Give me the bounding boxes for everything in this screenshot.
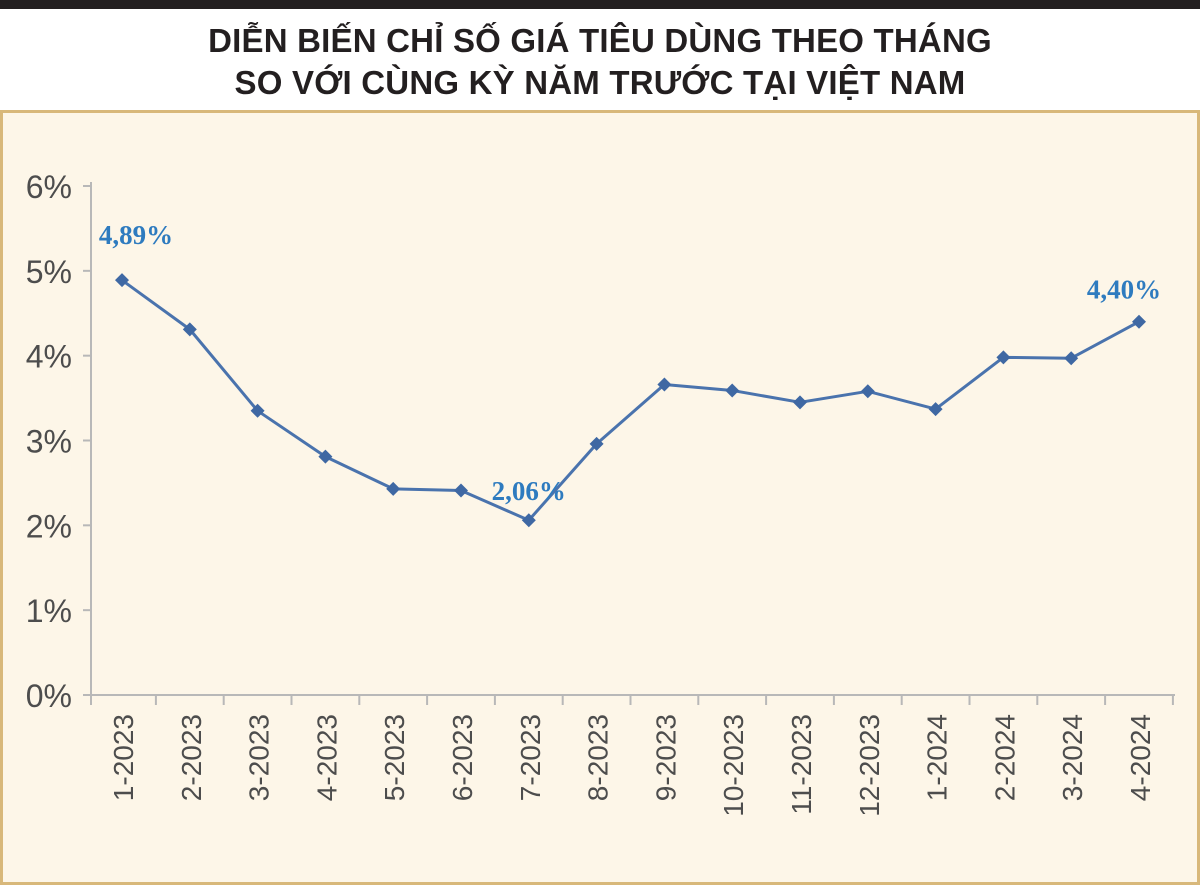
data-label: 2,06% — [492, 476, 566, 506]
x-tick-label: 5-2023 — [379, 714, 410, 801]
x-tick-label: 8-2023 — [583, 714, 614, 801]
y-tick-label: 3% — [26, 424, 72, 460]
data-point-marker — [454, 483, 468, 498]
x-tick-label: 9-2023 — [650, 714, 681, 801]
data-point-marker — [1132, 314, 1146, 329]
data-label: 4,40% — [1087, 275, 1161, 305]
data-point-marker — [521, 513, 536, 528]
chart-title: DIỄN BIẾN CHỈ SỐ GIÁ TIÊU DÙNG THEO THÁN… — [0, 20, 1200, 104]
data-point-marker — [860, 384, 875, 399]
y-tick-label: 5% — [26, 254, 72, 290]
y-tick-label: 0% — [26, 678, 72, 714]
chart-panel — [0, 110, 1200, 885]
data-point-marker — [657, 377, 672, 392]
series-group — [115, 273, 1146, 528]
x-tick-label: 3-2023 — [244, 714, 275, 801]
data-label: 4,89% — [99, 220, 173, 250]
y-tick-label: 2% — [26, 508, 72, 544]
x-tick-label: 6-2023 — [447, 714, 478, 801]
x-tick-label: 2-2023 — [176, 714, 207, 801]
data-point-marker — [793, 395, 807, 410]
y-tick-label: 6% — [26, 169, 72, 205]
x-tick-label: 1-2023 — [108, 714, 139, 801]
data-point-marker — [589, 436, 604, 451]
x-tick-label: 3-2024 — [1057, 714, 1088, 801]
data-point-marker — [182, 322, 197, 337]
y-tick-label: 4% — [26, 339, 72, 375]
data-point-marker — [386, 481, 401, 496]
data-point-marker — [250, 403, 265, 418]
x-tick-label: 2-2024 — [989, 714, 1020, 801]
x-tick-label: 4-2024 — [1125, 714, 1156, 801]
data-point-marker — [115, 273, 129, 288]
x-tick-label: 12-2023 — [854, 714, 885, 817]
y-axis-ticks: 0% 1% 2% 3% 4% 5% 6% — [26, 169, 91, 714]
chart-title-line-2: SO VỚI CÙNG KỲ NĂM TRƯỚC TẠI VIỆT NAM — [234, 64, 966, 101]
x-tick-label: 4-2023 — [311, 714, 342, 801]
data-point-marker — [318, 449, 333, 464]
data-point-marker — [1064, 351, 1079, 366]
x-tick-label: 10-2023 — [718, 714, 749, 817]
chart-axes — [90, 182, 1175, 696]
data-point-marker — [996, 350, 1011, 365]
top-rule — [0, 0, 1200, 9]
data-point-marker — [928, 402, 943, 417]
chart-title-line-1: DIỄN BIẾN CHỈ SỐ GIÁ TIÊU DÙNG THEO THÁN… — [208, 22, 992, 59]
data-point-marker — [725, 383, 740, 398]
x-axis-ticks: 1-2023 2-2023 3-2023 4-2023 5-2023 6-2023 7-20… — [90, 695, 1174, 817]
annotations-group: 4,89% 2,06% 4,40% — [99, 220, 1161, 506]
x-tick-label: 7-2023 — [515, 714, 546, 801]
x-tick-label: 1-2024 — [922, 714, 953, 801]
x-tick-label: 11-2023 — [786, 714, 817, 815]
series-line — [121, 278, 1140, 522]
y-tick-label: 1% — [26, 593, 72, 629]
